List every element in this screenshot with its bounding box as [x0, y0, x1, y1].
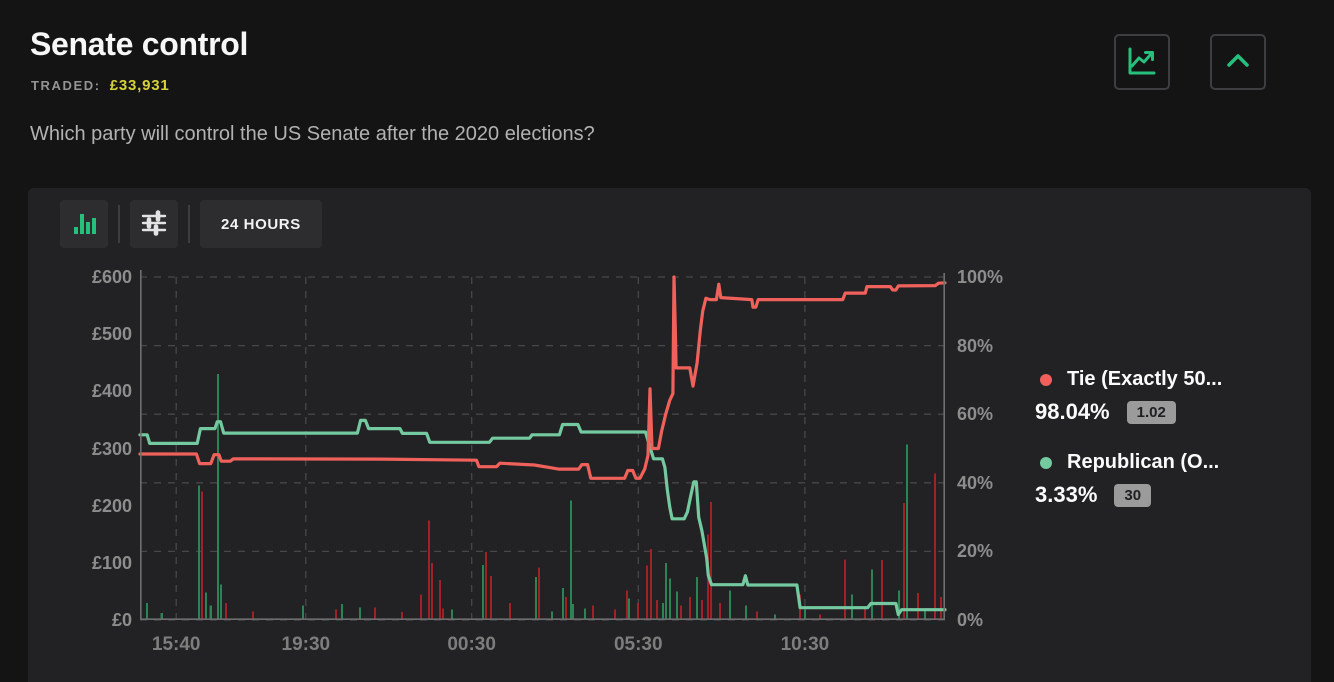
right-axis-tick: 0% — [957, 610, 984, 630]
toolbar-divider — [188, 205, 190, 243]
price-chart-plot[interactable] — [138, 270, 947, 621]
left-axis-tick: £600 — [91, 267, 132, 287]
x-axis-tick: 19:30 — [281, 634, 331, 655]
left-axis-tick: £200 — [91, 495, 132, 516]
chevron-up-icon — [1221, 44, 1255, 81]
chart-legend: Tie (Exactly 50... 98.04% 1.02 Republica… — [1033, 368, 1305, 508]
collapse-button[interactable] — [1210, 34, 1266, 90]
tie-series-label: Tie (Exactly 50... — [1067, 368, 1223, 390]
republican-odds-badge: 30 — [1114, 483, 1152, 507]
tie-probability-value: 98.04% — [1035, 399, 1110, 424]
legend-entry-republican[interactable]: Republican (O... 3.33% 30 — [1033, 451, 1305, 508]
republican-series-label: Republican (O... — [1067, 451, 1220, 473]
traded-value: £33,931 — [109, 77, 170, 94]
tie-odds-badge: 1.02 — [1126, 400, 1176, 424]
republican-probability-value: 3.33% — [1035, 482, 1098, 507]
left-axis-tick: £500 — [91, 324, 132, 345]
tie-series-dot — [1040, 373, 1052, 386]
left-axis-tick: £300 — [91, 438, 132, 459]
chart-toolbar: 24 HOURS — [60, 200, 322, 248]
chart-view-button[interactable] — [1114, 34, 1170, 90]
chart-settings-button[interactable] — [130, 200, 178, 248]
toolbar-divider — [118, 205, 120, 243]
republican-series-dot — [1040, 456, 1052, 469]
right-axis-tick: 20% — [957, 541, 994, 562]
left-axis-tick: £400 — [91, 381, 132, 402]
x-axis-tick: 05:30 — [613, 634, 663, 655]
bar-chart-icon — [71, 210, 97, 239]
volume-chart-toggle-button[interactable] — [60, 200, 108, 248]
sliders-icon — [140, 209, 168, 240]
x-axis-tick: 10:30 — [780, 634, 830, 655]
right-axis-tick: 100% — [957, 267, 1004, 287]
market-question: Which party will control the US Senate a… — [30, 123, 595, 145]
right-axis-tick: 80% — [957, 335, 994, 356]
x-axis-tick: 00:30 — [447, 634, 496, 655]
time-range-button[interactable]: 24 HOURS — [200, 200, 322, 248]
traded-label: TRADED: — [31, 78, 101, 93]
left-axis-tick: £0 — [111, 610, 132, 630]
traded-row: TRADED: £33,931 — [31, 77, 170, 94]
chart-panel: 24 HOURS Tie (Exactly 50... 98.04% 1.02 … — [28, 188, 1311, 682]
right-axis-tick: 60% — [957, 404, 994, 425]
page-title: Senate control — [30, 26, 249, 62]
x-axis-tick: 15:40 — [151, 634, 201, 655]
legend-entry-tie[interactable]: Tie (Exactly 50... 98.04% 1.02 — [1033, 368, 1305, 425]
line-chart-icon — [1125, 44, 1159, 81]
right-axis-tick: 40% — [957, 472, 994, 493]
chart-svg — [138, 270, 947, 621]
left-axis-tick: £100 — [91, 552, 132, 573]
